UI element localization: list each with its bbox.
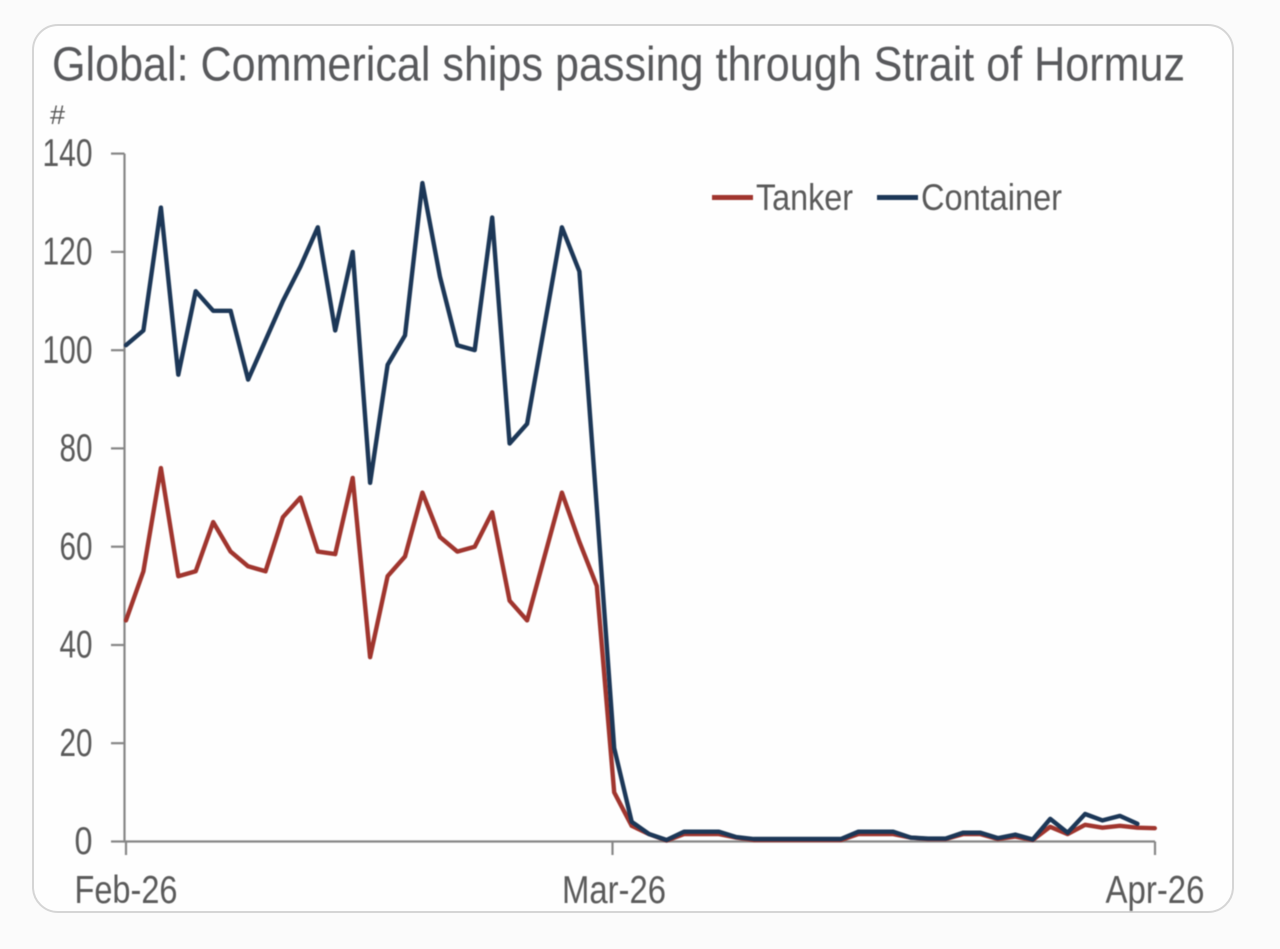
svg-text:Global: Commerical ships passi: Global: Commerical ships passing through…	[52, 38, 1185, 92]
svg-text:Container: Container	[921, 177, 1062, 218]
svg-text:40: 40	[60, 624, 93, 667]
svg-text:0: 0	[75, 820, 93, 863]
svg-text:60: 60	[60, 525, 93, 568]
svg-text:120: 120	[43, 231, 93, 274]
svg-text:20: 20	[60, 722, 93, 765]
svg-text:Apr-26: Apr-26	[1106, 869, 1205, 912]
svg-text:Feb-26: Feb-26	[75, 869, 178, 912]
svg-text:140: 140	[43, 132, 93, 175]
svg-text:100: 100	[43, 329, 93, 372]
svg-text:Mar-26: Mar-26	[562, 869, 666, 912]
svg-text:Tanker: Tanker	[756, 177, 853, 218]
svg-text:#: #	[50, 100, 65, 130]
svg-text:80: 80	[60, 427, 93, 470]
